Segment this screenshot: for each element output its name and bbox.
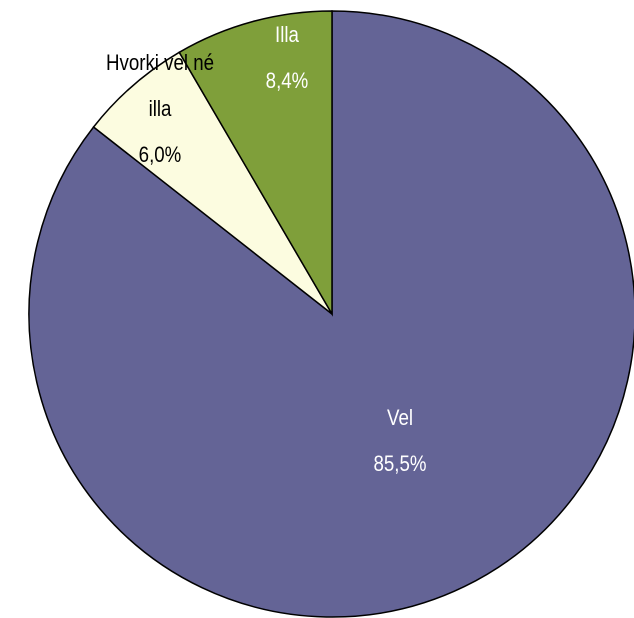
slice-label: Illa 8,4%: [245, 12, 330, 104]
category-label: Hvorki vel né illa: [105, 50, 215, 121]
category-label: Illa: [275, 22, 299, 47]
value-label: 6,0%: [138, 142, 182, 167]
slice-label: Vel 85,5%: [332, 395, 468, 487]
pie-slice: [178, 10, 333, 317]
value-label: 8,4%: [265, 68, 309, 93]
category-label: Vel: [386, 405, 414, 430]
slice-label: Hvorki vel né illa 6,0%: [105, 40, 216, 178]
value-label: 85,5%: [373, 451, 427, 476]
